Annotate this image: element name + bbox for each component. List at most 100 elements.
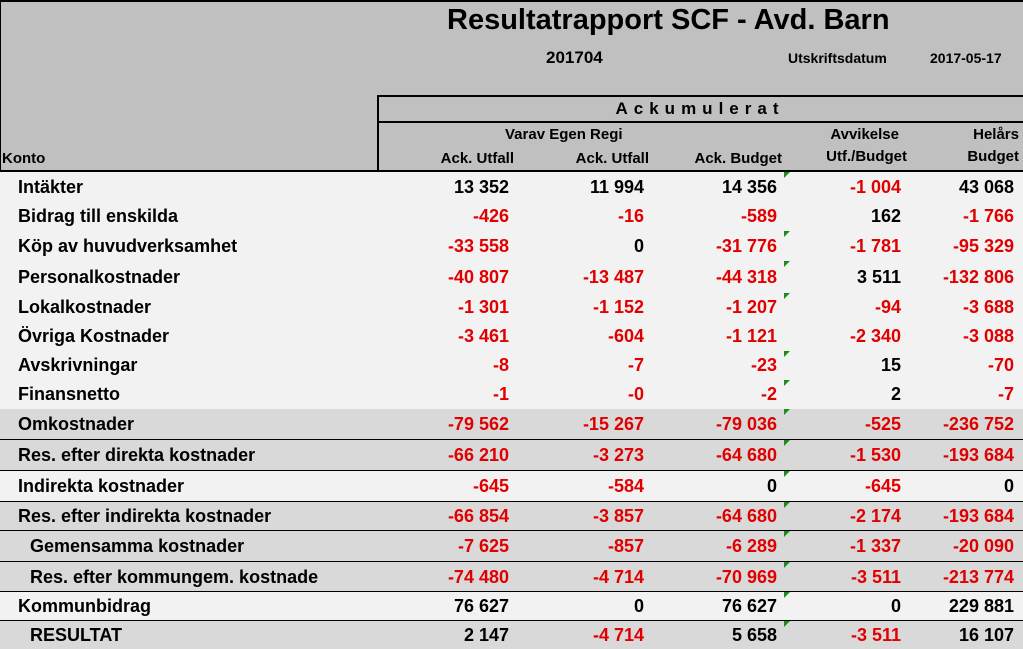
cell-value: -1 xyxy=(492,384,509,404)
cell-value: -79 562 xyxy=(447,414,509,434)
cell-value: 11 994 xyxy=(589,177,644,197)
cell-value: 2 147 xyxy=(463,625,509,645)
cell-value: -16 xyxy=(617,206,644,226)
cell-value: -0 xyxy=(627,384,644,404)
cell-value: 16 107 xyxy=(958,625,1014,645)
cell-value: -213 774 xyxy=(942,567,1014,587)
cell-value: -13 487 xyxy=(582,267,644,287)
cell-value: 3 511 xyxy=(856,267,901,287)
row-label: Intäkter xyxy=(18,177,84,197)
cell-value: -94 xyxy=(874,297,901,317)
cell-value: -645 xyxy=(864,476,901,496)
cell-value: -604 xyxy=(607,326,644,346)
report-period: 201704 xyxy=(546,48,603,67)
row-label: Bidrag till enskilda xyxy=(18,206,179,226)
row-label: Res. efter indirekta kostnader xyxy=(18,506,272,526)
cell-value: -1 530 xyxy=(849,445,901,465)
print-date: 2017-05-17 xyxy=(930,50,1002,66)
header-ack-budget: Ack. Budget xyxy=(694,150,782,167)
header-egen-regi: Varav Egen Regi xyxy=(505,126,623,143)
ackumulerat-group xyxy=(377,95,1023,170)
table-row: Intäkter 13 352 11 994 14 356 -1 004 43 068 xyxy=(0,172,1023,202)
table-row: Res. efter kommungem. kostnade -74 480 -4 … xyxy=(0,562,1023,592)
cell-value: 76 627 xyxy=(721,596,777,616)
table-row: Gemensamma kostnader -7 625 -857 -6 289 -1 3… xyxy=(0,531,1023,562)
cell-value: -584 xyxy=(607,476,644,496)
cell-value: 2 xyxy=(890,384,901,404)
table-row: Res. efter indirekta kostnader -66 854 -3 … xyxy=(0,502,1023,531)
cell-value: -236 752 xyxy=(942,414,1014,434)
cell-value: -6 289 xyxy=(725,536,777,556)
cell-value: -4 714 xyxy=(592,625,644,645)
header-konto: Konto xyxy=(2,150,46,167)
row-label: Indirekta kostnader xyxy=(18,476,185,496)
header-utf-budget: Utf./Budget xyxy=(826,148,907,165)
cell-value: 5 658 xyxy=(731,625,777,645)
comment-marker-icon xyxy=(784,531,790,537)
cell-value: -23 xyxy=(750,355,777,375)
header-budget: Budget xyxy=(967,148,1019,165)
cell-value: 15 xyxy=(880,355,901,375)
table-row: Omkostnader -79 562 -15 267 -79 036 -525 -236… xyxy=(0,409,1023,440)
cell-value: 162 xyxy=(870,206,901,226)
cell-value: -1 301 xyxy=(457,297,509,317)
cell-value: -3 688 xyxy=(962,297,1014,317)
cell-value: -193 684 xyxy=(942,445,1014,465)
cell-value: -1 121 xyxy=(725,326,777,346)
comment-marker-icon xyxy=(784,231,790,237)
cell-value: -95 329 xyxy=(952,236,1014,256)
ackumulerat-label: Ackumulerat xyxy=(615,99,785,118)
comment-marker-icon xyxy=(784,440,790,446)
comment-marker-icon xyxy=(784,592,790,598)
table-row: Lokalkostnader -1 301 -1 152 -1 207 -94 -3 68… xyxy=(0,293,1023,322)
table-row: Finansnetto -1 -0 -2 2 -7 xyxy=(0,380,1023,409)
cell-value: -2 340 xyxy=(849,326,901,346)
table-row: RESULTAT 2 147 -4 714 5 658 -3 511 16 107 xyxy=(0,621,1023,649)
cell-value: -40 807 xyxy=(447,267,509,287)
comment-marker-icon xyxy=(784,409,790,415)
header-egen-ack-utfall: Ack. Utfall xyxy=(575,150,649,167)
cell-value: 43 068 xyxy=(958,177,1014,197)
comment-marker-icon xyxy=(784,351,790,357)
comment-marker-icon xyxy=(784,172,790,178)
row-label: Res. efter kommungem. kostnade xyxy=(30,567,319,587)
cell-value: 0 xyxy=(1003,476,1014,496)
comment-marker-icon xyxy=(784,471,790,477)
row-label: Personalkostnader xyxy=(18,267,181,287)
cell-value: -74 480 xyxy=(447,567,509,587)
cell-value: -857 xyxy=(607,536,644,556)
table-row: Bidrag till enskilda -426 -16 -589 162 -1 766 xyxy=(0,202,1023,231)
header-avvikelse: Avvikelse xyxy=(830,126,899,143)
cell-value: -70 969 xyxy=(715,567,777,587)
cell-value: 13 352 xyxy=(453,177,509,197)
cell-value: -64 680 xyxy=(715,445,777,465)
cell-value: -1 766 xyxy=(962,206,1014,226)
table-row: Köp av huvudverksamhet -33 558 0 -31 776 -1 … xyxy=(0,231,1023,261)
cell-value: -3 857 xyxy=(592,506,644,526)
cell-value: -1 152 xyxy=(592,297,644,317)
table-row: Avskrivningar -8 -7 -23 15 -70 xyxy=(0,351,1023,380)
cell-value: -645 xyxy=(472,476,509,496)
cell-value: -66 210 xyxy=(447,445,509,465)
comment-marker-icon xyxy=(784,562,790,568)
table-row: Indirekta kostnader -645 -584 0 -645 0 xyxy=(0,471,1023,502)
cell-value: -15 267 xyxy=(582,414,644,434)
print-date-label: Utskriftsdatum xyxy=(788,50,887,66)
cell-value: -1 781 xyxy=(849,236,901,256)
cell-value: -7 625 xyxy=(457,536,509,556)
comment-marker-icon xyxy=(784,293,790,299)
cell-value: -426 xyxy=(472,206,509,226)
row-label: Lokalkostnader xyxy=(18,297,152,317)
cell-value: -193 684 xyxy=(942,506,1014,526)
cell-value: 229 881 xyxy=(948,596,1014,616)
cell-value: 14 356 xyxy=(721,177,777,197)
header-helars: Helårs xyxy=(973,126,1019,143)
cell-value: -3 273 xyxy=(592,445,644,465)
ackumulerat-divider xyxy=(377,121,1023,123)
row-label: Övriga Kostnader xyxy=(18,326,170,346)
cell-value: -31 776 xyxy=(715,236,777,256)
row-label: Gemensamma kostnader xyxy=(30,536,245,556)
cell-value: -2 174 xyxy=(849,506,901,526)
cell-value: -79 036 xyxy=(715,414,777,434)
cell-value: 0 xyxy=(890,596,901,616)
